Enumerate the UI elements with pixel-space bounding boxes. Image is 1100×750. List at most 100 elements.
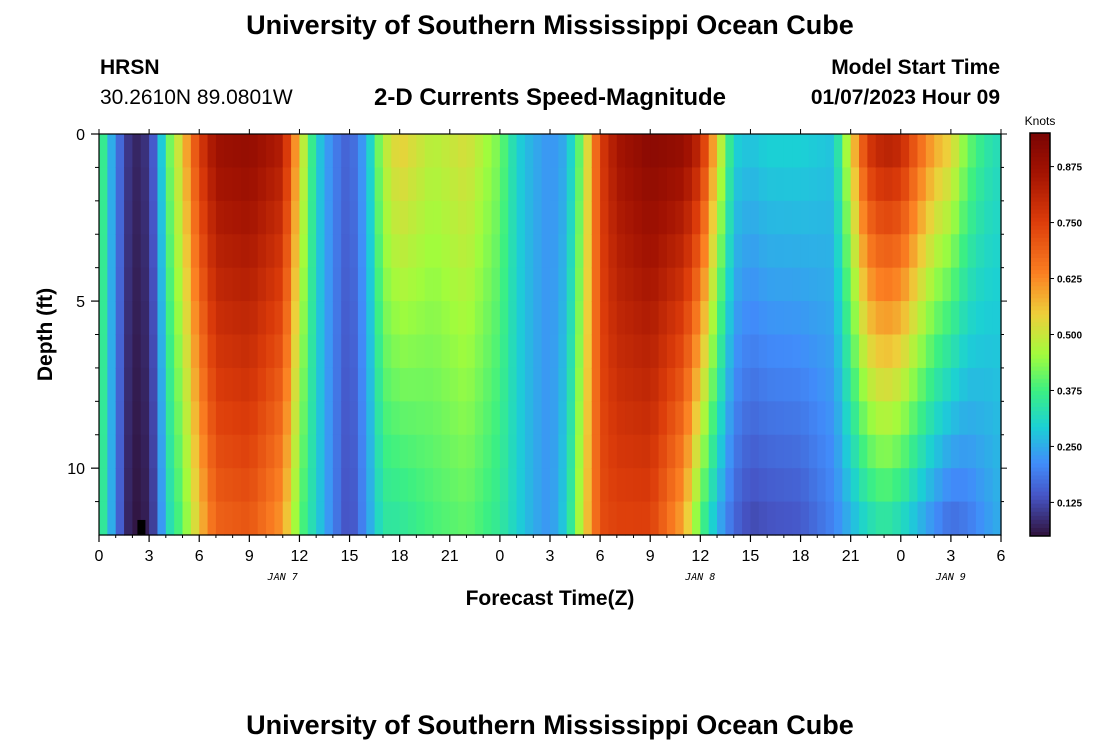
heatmap-cell (691, 234, 701, 269)
heatmap-cell (249, 401, 259, 436)
heatmap-cell (575, 301, 585, 336)
heatmap-cell (817, 401, 827, 436)
heatmap-cell (833, 401, 843, 436)
heatmap-cell (666, 434, 676, 469)
heatmap-cell (408, 200, 417, 235)
heatmap-cell (541, 434, 551, 469)
heatmap-cell (616, 334, 626, 369)
heatmap-cell (149, 334, 159, 369)
heatmap-cell (240, 434, 250, 469)
heatmap-cell (608, 501, 618, 536)
heatmap-cell (424, 434, 434, 469)
heatmap-cell (324, 267, 334, 302)
colorbar-segment (1030, 531, 1050, 537)
heatmap-cell (266, 367, 275, 402)
heatmap-cell (382, 267, 392, 302)
bottom-marker (137, 519, 146, 535)
heatmap-cell (274, 167, 284, 202)
heatmap-cell (875, 434, 885, 469)
heatmap-cell (140, 367, 150, 402)
heatmap-cell (641, 434, 651, 469)
heatmap-cell (307, 468, 317, 503)
heatmap-cell (357, 301, 367, 336)
heatmap-cell (458, 334, 468, 369)
colorbar-segment (1030, 189, 1050, 194)
heatmap-cell (249, 134, 259, 169)
heatmap-cell (541, 301, 551, 336)
heatmap-cell (240, 501, 250, 536)
heatmap-cell (700, 434, 710, 469)
heatmap-cell (299, 501, 309, 536)
heatmap-cell (491, 501, 501, 536)
heatmap-cell (408, 501, 417, 536)
heatmap-cell (232, 334, 242, 369)
heatmap-cell (950, 167, 960, 202)
heatmap-cell (524, 134, 534, 169)
heatmap-cell (541, 167, 551, 202)
heatmap-cell (257, 200, 267, 235)
heatmap-cell (533, 334, 543, 369)
heatmap-cell (249, 434, 259, 469)
heatmap-cell (859, 334, 868, 369)
heatmap-cell (433, 501, 443, 536)
heatmap-cell (934, 434, 944, 469)
heatmap-cell (257, 167, 267, 202)
heatmap-cell (658, 401, 668, 436)
heatmap-cell (550, 401, 559, 436)
heatmap-cell (591, 401, 601, 436)
colorbar-segment (1030, 447, 1050, 452)
heatmap-cell (458, 267, 468, 302)
heatmap-cell (859, 267, 868, 302)
heatmap-cell (324, 167, 334, 202)
heatmap-cell (349, 134, 359, 169)
heatmap-cell (641, 167, 651, 202)
heatmap-cell (934, 301, 944, 336)
heatmap-cell (316, 401, 326, 436)
heatmap-cell (382, 434, 392, 469)
heatmap-cell (266, 334, 275, 369)
heatmap-cell (349, 501, 359, 536)
heatmap-cell (458, 301, 468, 336)
heatmap-cell (742, 167, 752, 202)
heatmap-cell (616, 501, 626, 536)
heatmap-cell (808, 134, 818, 169)
heatmap-cell (808, 334, 818, 369)
heatmap-cell (332, 267, 342, 302)
heatmap-cell (875, 200, 885, 235)
heatmap-cell (533, 267, 543, 302)
heatmap-cell (232, 468, 242, 503)
heatmap-cell (934, 468, 944, 503)
heatmap-cell (357, 334, 367, 369)
heatmap-cell (691, 167, 701, 202)
heatmap-cell (917, 267, 927, 302)
heatmap-cell (516, 301, 526, 336)
heatmap-cell (600, 234, 610, 269)
heatmap-cell (767, 501, 777, 536)
heatmap-cell (675, 334, 685, 369)
heatmap-cell (842, 334, 852, 369)
heatmap-cell (909, 401, 919, 436)
heatmap-cell (658, 468, 668, 503)
heatmap-cell (433, 434, 443, 469)
heatmap-cell (324, 501, 334, 536)
heatmap-cell (157, 267, 167, 302)
heatmap-cell (967, 501, 977, 536)
heatmap-cell (541, 134, 551, 169)
colorbar-segment (1030, 499, 1050, 505)
heatmap-cell (867, 334, 877, 369)
heatmap-cell (583, 367, 593, 402)
heatmap-cell (566, 167, 576, 202)
heatmap-cell (499, 134, 509, 169)
heatmap-cell (600, 267, 610, 302)
heatmap-cell (416, 134, 426, 169)
heatmap-cell (424, 234, 434, 269)
heatmap-cell (190, 134, 200, 169)
heatmap-cell (499, 434, 509, 469)
heatmap-cell (174, 468, 184, 503)
heatmap-cell (99, 501, 108, 536)
heatmap-cell (508, 200, 518, 235)
heatmap-cell (174, 234, 184, 269)
heatmap-cell (474, 334, 484, 369)
heatmap-cell (190, 267, 200, 302)
heatmap-cell (224, 434, 234, 469)
